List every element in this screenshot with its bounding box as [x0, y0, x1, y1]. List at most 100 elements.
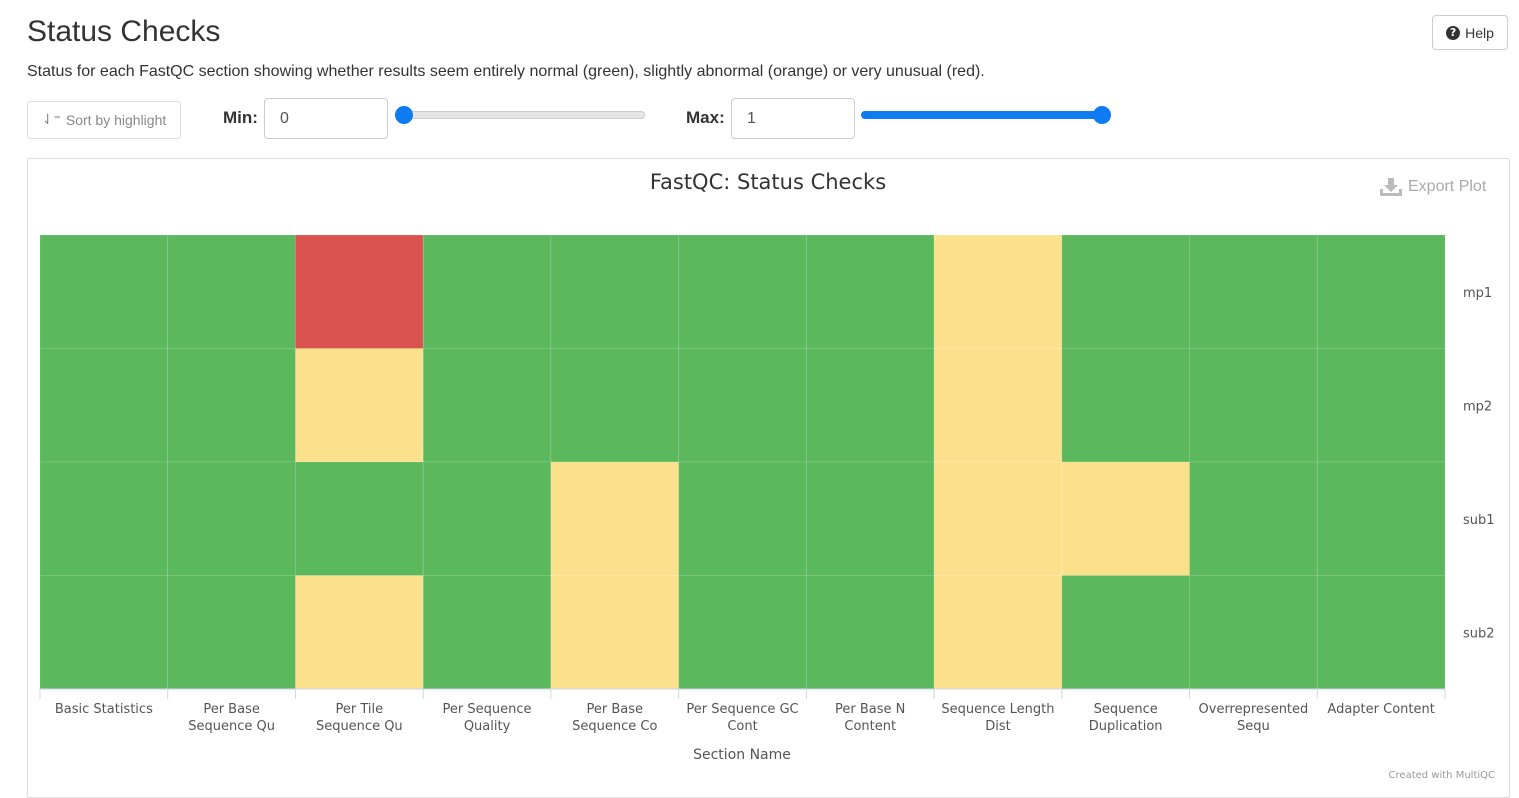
- x-tick-label-line: Sequence: [1094, 702, 1158, 717]
- heatmap-cell-sub1-8[interactable]: [1061, 461, 1191, 576]
- help-button-label: Help: [1465, 24, 1494, 41]
- x-tick-label: Per Sequence Quality: [443, 702, 532, 734]
- x-tick-label-line: Per Base: [203, 702, 260, 717]
- heatmap-cell-sub1-2[interactable]: [294, 461, 424, 576]
- min-slider[interactable]: [395, 106, 645, 124]
- heatmap-cell-sub2-2[interactable]: [294, 575, 424, 690]
- heatmap-cell-mp1-7[interactable]: [933, 234, 1063, 349]
- y-tick-label-mp2: mp2: [1463, 399, 1492, 414]
- status-heatmap-chart: FastQC: Status Checks Basic Statistics Pe…: [39, 170, 1495, 780]
- x-tick-label: Adapter Content: [1327, 702, 1434, 717]
- x-axis-title: Section Name: [693, 747, 791, 763]
- x-tick-label-line: Sequence Co: [572, 719, 657, 734]
- export-plot-label: Export Plot: [1408, 178, 1487, 195]
- heatmap-cell-sub2-9[interactable]: [1189, 575, 1318, 690]
- x-tick-label-line: Basic Statistics: [55, 702, 153, 717]
- x-tick-label-line: Per Sequence GC: [686, 702, 798, 717]
- y-tick-label-sub2: sub2: [1463, 626, 1495, 641]
- x-tick-label: Sequence Length Dist: [941, 702, 1054, 734]
- x-tick-label-line: Per Sequence: [443, 702, 532, 717]
- created-with-credit: Created with MultiQC: [1389, 770, 1495, 780]
- x-tick-label: Per Base Sequence Co: [572, 702, 657, 734]
- heatmap-cell-mp2-2[interactable]: [294, 348, 424, 463]
- x-tick-label-line: Adapter Content: [1327, 702, 1434, 717]
- x-tick-label: Overrepresented Sequ: [1199, 702, 1309, 734]
- sort-by-highlight-button[interactable]: ⇃⁼ Sort by highlight: [27, 101, 181, 139]
- heatmap-cell-sub2-6[interactable]: [805, 575, 935, 690]
- x-tick-label-line: Per Base: [587, 702, 644, 717]
- heatmap-cell-sub1-5[interactable]: [678, 461, 807, 576]
- min-input[interactable]: [264, 98, 388, 139]
- x-tick-label-line: Sequence Length: [941, 702, 1054, 717]
- y-tick-label-sub1: sub1: [1463, 513, 1495, 528]
- heatmap-cell-mp1-0[interactable]: [39, 234, 169, 349]
- x-tick-label-line: Overrepresented: [1199, 702, 1309, 717]
- heatmap-cell-mp1-5[interactable]: [678, 234, 807, 349]
- x-tick-label-line: Duplication: [1089, 719, 1163, 734]
- x-tick-label: Per Tile Sequence Qu: [316, 702, 403, 734]
- heatmap-cell-sub2-8[interactable]: [1061, 575, 1191, 690]
- heatmap-cell-mp2-0[interactable]: [39, 348, 169, 463]
- x-tick-label-line: Cont: [727, 719, 757, 734]
- heatmap-cell-mp2-5[interactable]: [678, 348, 807, 463]
- help-button[interactable]: ? Help: [1432, 15, 1508, 50]
- x-tick-label: Sequence Duplication: [1089, 702, 1163, 734]
- x-tick-label-line: Dist: [985, 719, 1011, 734]
- heatmap-cell-mp2-6[interactable]: [805, 348, 935, 463]
- question-circle-icon: ?: [1446, 25, 1461, 40]
- heatmap-cell-mp2-10[interactable]: [1316, 348, 1446, 463]
- x-tick-label-line: Per Tile: [336, 702, 384, 717]
- heatmap-cell-sub2-7[interactable]: [933, 575, 1063, 690]
- heatmap-cell-mp2-4[interactable]: [550, 348, 680, 463]
- heatmap-cell-mp1-8[interactable]: [1061, 234, 1191, 349]
- heatmap-cell-sub1-3[interactable]: [422, 461, 552, 576]
- heatmap-cell-mp1-1[interactable]: [167, 234, 296, 349]
- heatmap-cell-mp1-3[interactable]: [422, 234, 552, 349]
- heatmap-cell-sub1-1[interactable]: [167, 461, 296, 576]
- x-tick-label-line: Sequ: [1237, 719, 1270, 734]
- x-tick-label: Basic Statistics: [55, 702, 153, 717]
- heatmap-cell-sub2-0[interactable]: [39, 575, 169, 690]
- min-slider-thumb[interactable]: [395, 106, 413, 124]
- x-tick-label: Per Sequence GC Cont: [686, 702, 798, 734]
- heatmap-cell-sub1-9[interactable]: [1189, 461, 1318, 576]
- heatmap-cell-sub2-5[interactable]: [678, 575, 807, 690]
- max-input[interactable]: [731, 98, 855, 139]
- x-tick-label-line: Per Base N: [835, 702, 905, 717]
- heatmap-cell-sub1-6[interactable]: [805, 461, 935, 576]
- x-tick-label: Per Base N Content: [835, 702, 905, 734]
- heatmap-cell-mp2-9[interactable]: [1189, 348, 1318, 463]
- chart-title: FastQC: Status Checks: [650, 170, 886, 194]
- section-description: Status for each FastQC section showing w…: [27, 63, 985, 80]
- page-title: Status Checks: [27, 15, 221, 48]
- heatmap-cell-mp2-8[interactable]: [1061, 348, 1191, 463]
- heatmap-cell-sub2-4[interactable]: [550, 575, 680, 690]
- heatmap-cell-mp1-9[interactable]: [1189, 234, 1318, 349]
- export-plot-button[interactable]: Export Plot: [1380, 178, 1486, 196]
- max-slider-thumb[interactable]: [1093, 106, 1111, 124]
- heatmap-cell-mp1-10[interactable]: [1316, 234, 1446, 349]
- heatmap-cell-mp1-6[interactable]: [805, 234, 935, 349]
- heatmap-cell-mp2-3[interactable]: [422, 348, 552, 463]
- y-tick-label-mp1: mp1: [1463, 286, 1492, 301]
- x-tick-label-line: Quality: [464, 719, 511, 734]
- max-slider-track: [861, 111, 1111, 119]
- heatmap-cell-sub1-10[interactable]: [1316, 461, 1446, 576]
- heatmap-cell-sub2-1[interactable]: [167, 575, 296, 690]
- heatmap-cell-sub1-4[interactable]: [550, 461, 680, 576]
- x-tick-label: Per Base Sequence Qu: [188, 702, 275, 734]
- heatmap-cell-sub1-0[interactable]: [39, 461, 169, 576]
- min-label: Min:: [223, 108, 258, 127]
- heatmap-cell-sub2-10[interactable]: [1316, 575, 1446, 690]
- heatmap-cell-mp2-7[interactable]: [933, 348, 1063, 463]
- heatmap-cell-mp1-2[interactable]: [294, 234, 424, 349]
- max-slider[interactable]: [861, 106, 1111, 124]
- max-label: Max:: [686, 108, 725, 127]
- heatmap-cell-mp1-4[interactable]: [550, 234, 680, 349]
- x-tick-label-line: Content: [844, 719, 896, 734]
- heatmap-cell-sub1-7[interactable]: [933, 461, 1063, 576]
- heatmap-cell-mp2-1[interactable]: [167, 348, 296, 463]
- sort-button-label: Sort by highlight: [65, 112, 167, 128]
- x-tick-label-line: Sequence Qu: [316, 719, 403, 734]
- heatmap-cell-sub2-3[interactable]: [422, 575, 552, 690]
